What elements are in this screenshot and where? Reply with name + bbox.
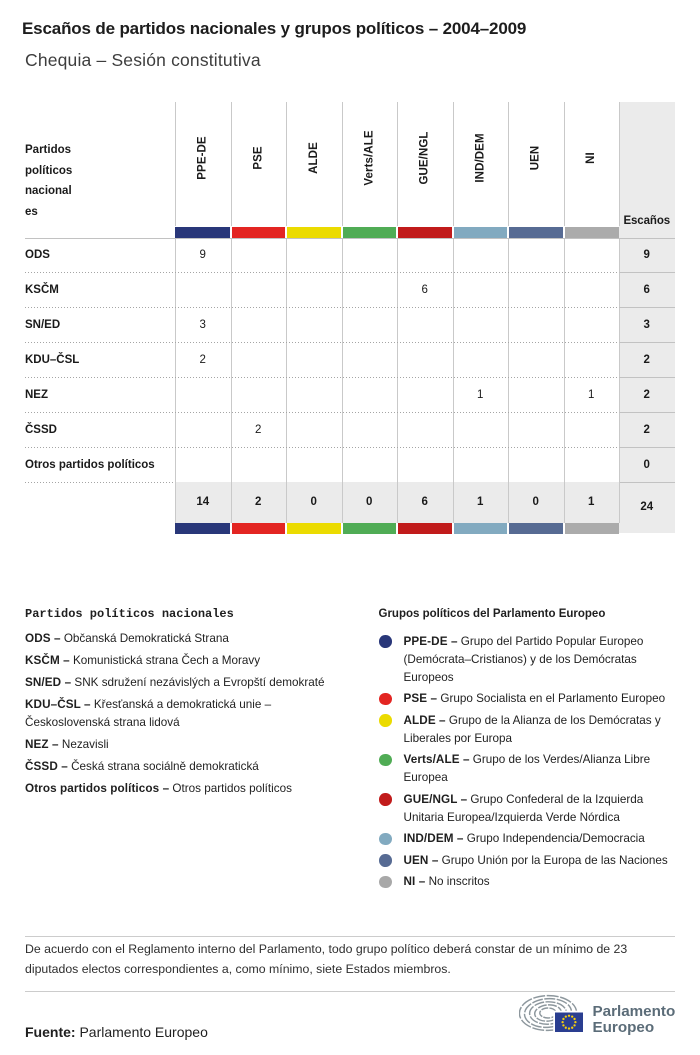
svg-text:Parlamento: Parlamento xyxy=(593,1003,676,1020)
svg-text:Europeo: Europeo xyxy=(593,1019,655,1036)
